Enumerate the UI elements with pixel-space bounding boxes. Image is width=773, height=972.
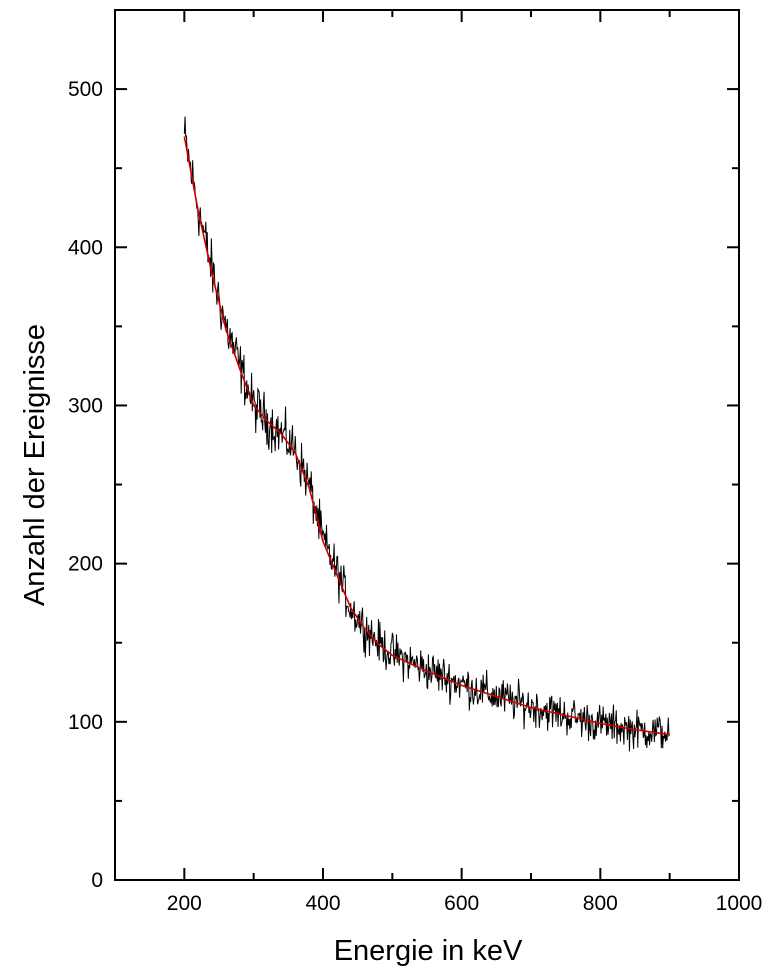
y-tick-label: 300: [68, 394, 103, 417]
y-axis-title: Anzahl der Ereignisse: [19, 324, 51, 606]
y-tick-label: 200: [68, 553, 103, 576]
axis-ticks: 200 400 600 800 1000 0 100 200 300 400 500: [68, 9, 763, 915]
x-tick-label: 200: [167, 892, 202, 915]
x-tick-label: 800: [583, 892, 618, 915]
series-line-measured: [183, 116, 671, 752]
y-tick-label: 400: [68, 236, 103, 259]
y-tick-label: 0: [91, 869, 103, 892]
y-tick-label: 100: [68, 711, 103, 734]
x-tick-label: 600: [444, 892, 479, 915]
series-line-fit: [183, 136, 670, 736]
x-axis-title: Energie in keV: [334, 935, 523, 967]
x-tick-label: 1000: [716, 892, 763, 915]
x-tick-label: 400: [305, 892, 340, 915]
series-layer: [183, 116, 671, 752]
y-tick-label: 500: [68, 78, 103, 101]
plot-frame: [114, 9, 740, 881]
